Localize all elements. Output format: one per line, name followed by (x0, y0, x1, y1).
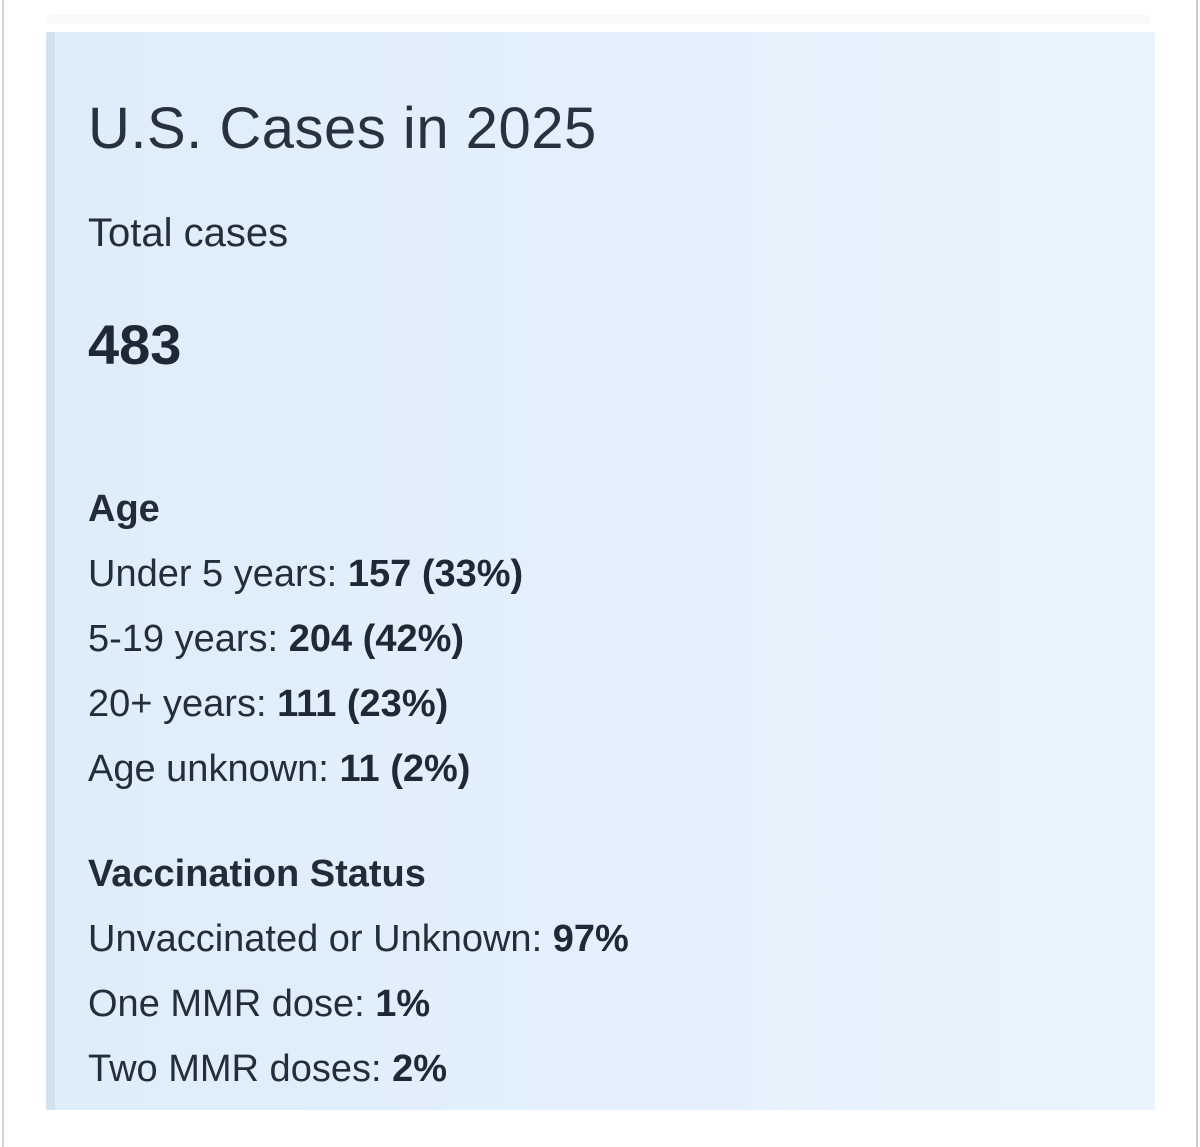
page-right-rule (1196, 0, 1198, 1147)
stat-row-one-mmr-dose: One MMR dose: 1% (88, 972, 1115, 1037)
section-vaccination-status: Vaccination Status Unvaccinated or Unkno… (88, 842, 1115, 1102)
header-divider (46, 15, 1151, 24)
stat-label: 20+ years: (88, 683, 267, 726)
stat-row-under-5: Under 5 years: 157 (33%) (88, 542, 1115, 607)
total-cases-value: 483 (88, 312, 182, 376)
page-left-rule (2, 0, 4, 1147)
stat-value: 2% (392, 1048, 448, 1091)
section-age: Age Under 5 years: 157 (33%) 5-19 years: 2… (88, 477, 1115, 802)
stat-row-two-mmr-doses: Two MMR doses: 2% (88, 1037, 1115, 1102)
stat-label: Age unknown: (88, 748, 329, 791)
stat-value: 157 (33%) (347, 553, 524, 596)
stat-row-age-unknown: Age unknown: 11 (2%) (88, 737, 1115, 802)
stat-value: 111 (23%) (277, 683, 449, 726)
stat-value: 11 (2%) (339, 748, 471, 791)
stat-label: Unvaccinated or Unknown: (88, 918, 543, 961)
stat-label: Under 5 years: (88, 553, 338, 596)
stat-row-5-19: 5-19 years: 204 (42%) (88, 607, 1115, 672)
stat-label: One MMR dose: (88, 983, 365, 1026)
stat-row-20-plus: 20+ years: 111 (23%) (88, 672, 1115, 737)
total-cases-label: Total cases (88, 210, 289, 255)
card-content: U.S. Cases in 2025 Total cases 483 Age U… (55, 32, 1155, 1110)
age-section-heading: Age (88, 488, 160, 531)
stat-label: Two MMR doses: (88, 1048, 382, 1091)
vaccination-section-heading: Vaccination Status (88, 853, 426, 896)
cases-summary-card: U.S. Cases in 2025 Total cases 483 Age U… (46, 32, 1155, 1110)
stat-value: 204 (42%) (288, 618, 465, 661)
card-left-edge (46, 32, 55, 1110)
card-title: U.S. Cases in 2025 (88, 96, 597, 161)
stat-value: 1% (375, 983, 431, 1026)
stat-row-unvaccinated: Unvaccinated or Unknown: 97% (88, 907, 1115, 972)
stat-value: 97% (552, 918, 629, 961)
stat-label: 5-19 years: (88, 618, 279, 661)
